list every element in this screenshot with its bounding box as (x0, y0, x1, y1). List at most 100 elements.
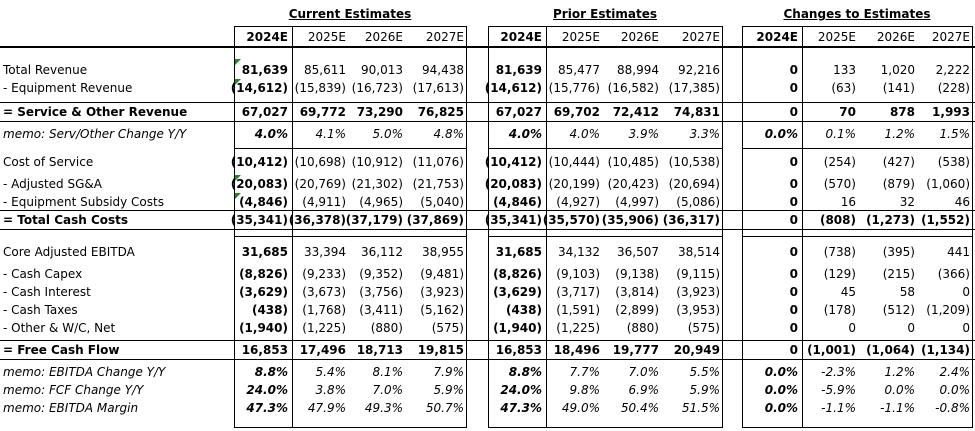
current-value-cell: (17,613) (412, 81, 464, 95)
prior-value-cell: (20,083) (484, 177, 542, 191)
row-label: - Cash Capex (3, 267, 83, 281)
changes-value-cell: 0 (848, 321, 856, 335)
changes-value-cell: 133 (833, 63, 856, 77)
total-rule-above (0, 102, 975, 103)
prior-group-title: Prior Estimates (553, 7, 657, 21)
changes-value-cell: 2.4% (939, 365, 971, 379)
current-value-cell: 50.7% (425, 401, 464, 415)
current-value-cell: 33,394 (304, 245, 346, 259)
current-value-cell: (5,162) (420, 303, 464, 317)
current-value-cell: (11,076) (412, 155, 464, 169)
changes-value-cell: 1,020 (880, 63, 915, 77)
current-value-cell: (3,756) (359, 285, 403, 299)
prior-value-cell: (20,199) (548, 177, 600, 191)
current-first-col-divider (292, 26, 293, 427)
current-year-header: 2024E (246, 30, 288, 44)
changes-value-cell: 0 (789, 105, 798, 119)
current-value-cell: (5,040) (420, 195, 464, 209)
current-value-cell: (10,698) (294, 155, 346, 169)
current-value-cell: (35,341) (230, 213, 288, 227)
prior-value-cell: (575) (687, 321, 720, 335)
current-value-cell: (4,911) (302, 195, 346, 209)
changes-value-cell: 58 (899, 285, 915, 299)
changes-value-cell: (1,273) (866, 213, 915, 227)
current-value-cell: (37,179) (345, 213, 403, 227)
prior-value-cell: (1,940) (493, 321, 542, 335)
prior-value-cell: 7.7% (569, 365, 601, 379)
row-label: - Cash Interest (3, 285, 91, 299)
changes-value-cell: 0 (789, 155, 798, 169)
row-label: - Cash Taxes (3, 303, 78, 317)
current-value-cell: (20,083) (230, 177, 288, 191)
current-value-cell: (1,940) (239, 321, 288, 335)
current-box-bottom (234, 427, 467, 428)
current-value-cell: 7.0% (372, 383, 404, 397)
changes-value-cell: 0 (789, 267, 798, 281)
current-value-cell: 24.0% (246, 383, 288, 397)
current-section-rule (234, 236, 467, 237)
prior-value-cell: (3,923) (676, 285, 720, 299)
changes-value-cell: 0.0% (764, 401, 798, 415)
prior-value-cell: (9,138) (615, 267, 659, 281)
cell-comment-indicator (235, 79, 241, 85)
changes-value-cell: (129) (823, 267, 856, 281)
prior-value-cell: (10,412) (484, 155, 542, 169)
current-value-cell: (20,769) (294, 177, 346, 191)
current-box-right (466, 26, 467, 427)
prior-value-cell: 5.9% (689, 383, 721, 397)
changes-year-header: 2026E (876, 30, 915, 44)
current-value-cell: (15,839) (294, 81, 346, 95)
current-value-cell: 73,290 (356, 105, 403, 119)
changes-value-cell: -5.9% (821, 383, 856, 397)
changes-value-cell: 0 (789, 321, 798, 335)
cell-comment-indicator (235, 193, 241, 199)
current-box-left (234, 26, 235, 427)
row-label: = Total Cash Costs (3, 213, 129, 227)
changes-value-cell: -2.3% (821, 365, 856, 379)
prior-value-cell: 51.5% (681, 401, 720, 415)
changes-year-header: 2025E (817, 30, 856, 44)
current-value-cell: 94,438 (422, 63, 464, 77)
current-value-cell: 3.8% (315, 383, 347, 397)
prior-value-cell: 74,831 (673, 105, 720, 119)
prior-value-cell: 31,685 (495, 245, 542, 259)
changes-value-cell: -1.1% (880, 401, 915, 415)
current-value-cell: (9,233) (302, 267, 346, 281)
prior-first-col-divider (546, 26, 547, 427)
current-value-cell: (1,768) (302, 303, 346, 317)
prior-value-cell: (17,385) (668, 81, 720, 95)
changes-value-cell: 70 (839, 105, 856, 119)
current-value-cell: (1,225) (302, 321, 346, 335)
prior-value-cell: (8,826) (493, 267, 542, 281)
prior-value-cell: 72,412 (612, 105, 659, 119)
prior-section-rule (488, 236, 723, 237)
total-rule-above (0, 340, 975, 341)
prior-value-cell: (1,225) (556, 321, 600, 335)
changes-section-rule (742, 148, 973, 149)
prior-value-cell: (2,899) (615, 303, 659, 317)
changes-value-cell: (808) (819, 213, 856, 227)
changes-year-header: 2027E (931, 30, 970, 44)
header-rule (0, 46, 975, 48)
changes-value-cell: 0 (789, 195, 798, 209)
current-value-cell: (4,965) (359, 195, 403, 209)
total-rule-above (0, 210, 975, 211)
cell-comment-indicator (235, 59, 241, 65)
changes-value-cell: 46 (954, 195, 970, 209)
current-value-cell: 90,013 (361, 63, 403, 77)
prior-value-cell: 5.5% (689, 365, 721, 379)
changes-value-cell: 0 (907, 321, 915, 335)
changes-value-cell: 0 (789, 285, 798, 299)
prior-year-header: 2026E (620, 30, 659, 44)
current-value-cell: 16,853 (241, 343, 288, 357)
current-year-header: 2026E (364, 30, 403, 44)
current-value-cell: (880) (370, 321, 403, 335)
row-label: memo: EBITDA Change Y/Y (3, 365, 166, 379)
changes-value-cell: (879) (882, 177, 915, 191)
changes-value-cell: 0.0% (764, 127, 798, 141)
prior-value-cell: (3,814) (615, 285, 659, 299)
prior-value-cell: (14,612) (484, 81, 542, 95)
current-value-cell: 4.1% (315, 127, 347, 141)
changes-value-cell: (366) (937, 267, 970, 281)
prior-value-cell: (15,776) (548, 81, 600, 95)
